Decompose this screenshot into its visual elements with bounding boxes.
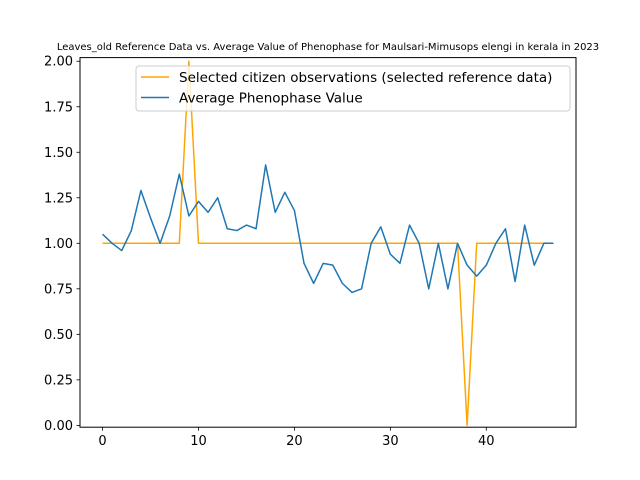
y-tick-label: 0.50 — [44, 328, 73, 343]
x-tick-label: 20 — [286, 434, 303, 449]
x-tick-label: 40 — [478, 434, 495, 449]
x-tick-label: 0 — [98, 434, 106, 449]
legend-label-0: Selected citizen observations (selected … — [179, 70, 552, 86]
plot-lines — [102, 60, 554, 427]
x-axis: 0 10 20 30 40 — [98, 427, 495, 449]
plot-frame — [79, 57, 577, 428]
legend: Selected citizen observations (selected … — [135, 65, 571, 112]
chart-title: Leaves_old Reference Data vs. Average Va… — [57, 42, 599, 53]
y-tick-label: 2.00 — [44, 55, 73, 70]
legend-box — [135, 65, 571, 112]
x-tick-label: 30 — [382, 434, 399, 449]
x-tick-label: 10 — [190, 434, 207, 449]
y-tick-label: 0.75 — [44, 282, 73, 297]
y-tick-label: 1.50 — [44, 146, 73, 161]
series-line-1 — [102, 164, 554, 294]
y-tick-label: 1.25 — [44, 191, 73, 206]
y-tick-label: 1.00 — [44, 237, 73, 252]
y-tick-label: 1.75 — [44, 100, 73, 115]
y-tick-label: 0.00 — [44, 419, 73, 434]
series-line-0 — [102, 60, 554, 427]
y-axis: 0.00 0.25 0.50 0.75 1.00 1.25 1.50 1.75 2.00 — [44, 55, 80, 434]
legend-label-1: Average Phenophase Value — [179, 91, 363, 107]
y-tick-label: 0.25 — [44, 373, 73, 388]
